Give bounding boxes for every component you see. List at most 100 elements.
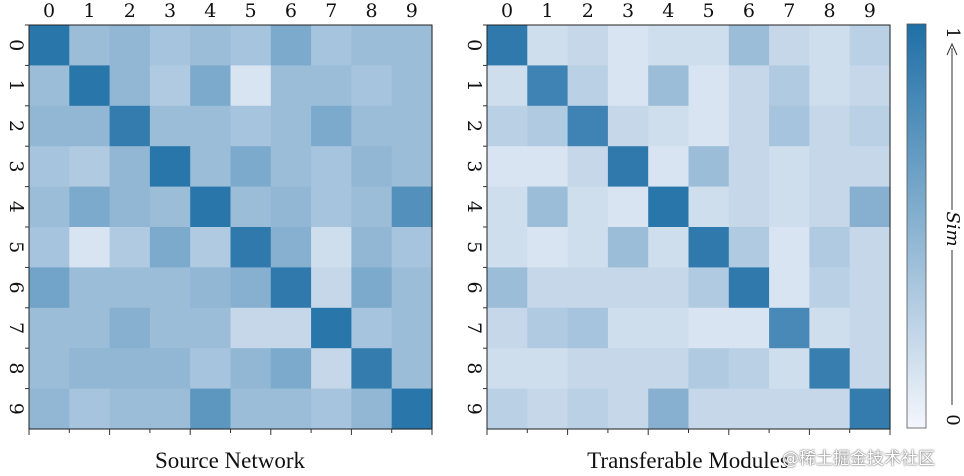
heatmap-cell bbox=[527, 25, 569, 66]
heatmap-cell bbox=[109, 307, 151, 349]
heatmap-cell bbox=[270, 267, 312, 309]
heatmap-cell bbox=[769, 25, 810, 66]
heatmap-cell bbox=[29, 105, 70, 147]
heatmap-cells bbox=[29, 25, 433, 430]
heatmap-cell bbox=[809, 348, 851, 390]
y-tick-label: 2 bbox=[5, 120, 27, 132]
heatmap-cell bbox=[567, 388, 609, 430]
y-tick-label: 2 bbox=[463, 120, 485, 132]
heatmap-cell bbox=[391, 65, 433, 107]
heatmap-cell bbox=[769, 388, 810, 430]
heatmap-cell bbox=[351, 25, 393, 66]
heatmap-cell bbox=[769, 186, 810, 228]
y-tick-label: 6 bbox=[5, 282, 27, 294]
heatmap-cell bbox=[391, 348, 433, 390]
heatmap-cell bbox=[849, 227, 891, 268]
heatmap-cell bbox=[607, 227, 649, 268]
bottom-ticks bbox=[28, 429, 433, 435]
heatmap-cell bbox=[769, 307, 810, 349]
heatmap-cell bbox=[190, 348, 232, 390]
heatmap-cell bbox=[809, 65, 851, 107]
y-tick-label: 4 bbox=[5, 201, 27, 213]
heatmap-cell bbox=[230, 186, 272, 228]
bottom-ticks bbox=[486, 429, 891, 435]
heatmap-source-network: 0 1 2 3 4 5 6 7 8 9 0 1 2 3 4 5 6 7 8 9 Source Network bbox=[5, 0, 433, 473]
heatmap-cell bbox=[567, 348, 609, 390]
heatmap-cell bbox=[311, 348, 352, 390]
x-tick-label: 5 bbox=[245, 0, 257, 22]
heatmap-cell bbox=[270, 227, 312, 268]
heatmap-cell bbox=[527, 146, 569, 188]
heatmap-cell bbox=[849, 348, 891, 390]
x-tick-label: 3 bbox=[164, 0, 176, 22]
heatmap-cell bbox=[809, 186, 851, 228]
heatmap-cell bbox=[190, 25, 232, 66]
heatmap-cell bbox=[190, 105, 232, 147]
x-tick-label: 8 bbox=[823, 0, 835, 22]
heatmap-cell bbox=[567, 25, 609, 66]
colorbar-gradient bbox=[906, 23, 927, 429]
heatmap-cell bbox=[351, 65, 393, 107]
heatmap-cell bbox=[351, 186, 393, 228]
y-tick-label: 9 bbox=[5, 403, 27, 415]
heatmap-cell bbox=[769, 227, 810, 268]
heatmap-cell bbox=[270, 146, 312, 188]
heatmap-cell bbox=[69, 227, 111, 268]
heatmap-cell bbox=[149, 105, 191, 147]
y-tick-label: 7 bbox=[5, 322, 27, 334]
panel-title-transferable-modules: Transferable Modules bbox=[587, 448, 789, 473]
heatmap-cell bbox=[311, 146, 352, 188]
heatmap-cell bbox=[849, 105, 891, 147]
heatmap-cell bbox=[190, 146, 232, 188]
heatmap-cell bbox=[688, 267, 730, 309]
heatmap-cell bbox=[487, 348, 528, 390]
heatmap-cell bbox=[69, 388, 111, 430]
heatmap-cell bbox=[230, 267, 272, 309]
heatmap-cell bbox=[809, 227, 851, 268]
heatmap-cell bbox=[29, 146, 70, 188]
heatmap-cell bbox=[109, 267, 151, 309]
y-tick-label: 9 bbox=[463, 403, 485, 415]
y-ticks: 0 1 2 3 4 5 6 7 8 9 bbox=[463, 24, 487, 415]
heatmap-cell bbox=[351, 307, 393, 349]
heatmap-cell bbox=[567, 65, 609, 107]
heatmap-cell bbox=[567, 307, 609, 349]
heatmap-cell bbox=[109, 186, 151, 228]
heatmap-cell bbox=[487, 186, 528, 228]
x-tick-label: 6 bbox=[743, 0, 755, 22]
heatmap-cell bbox=[607, 348, 649, 390]
heatmap-cell bbox=[527, 186, 569, 228]
heatmap-cell bbox=[849, 146, 891, 188]
heatmap-cell bbox=[230, 348, 272, 390]
heatmap-cell bbox=[728, 227, 770, 268]
x-tick-label: 8 bbox=[365, 0, 377, 22]
heatmap-cell bbox=[69, 307, 111, 349]
x-tick-label: 4 bbox=[662, 0, 674, 22]
heatmap-cell bbox=[391, 186, 433, 228]
heatmap-cell bbox=[487, 307, 528, 349]
heatmap-cell bbox=[769, 105, 810, 147]
heatmap-cell bbox=[849, 25, 891, 66]
x-tick-label: 7 bbox=[325, 0, 337, 22]
heatmap-cell bbox=[311, 388, 352, 430]
heatmap-cell bbox=[849, 307, 891, 349]
heatmap-cell bbox=[849, 267, 891, 309]
y-tick-label: 1 bbox=[5, 80, 27, 92]
heatmap-cell bbox=[728, 146, 770, 188]
x-tick-label: 9 bbox=[406, 0, 418, 22]
heatmap-cell bbox=[391, 267, 433, 309]
heatmap-cell bbox=[230, 105, 272, 147]
heatmap-cell bbox=[29, 388, 70, 430]
y-tick-label: 8 bbox=[463, 362, 485, 374]
heatmap-cell bbox=[648, 65, 690, 107]
heatmap-cell bbox=[29, 307, 70, 349]
heatmap-cell bbox=[311, 267, 352, 309]
heatmap-cell bbox=[69, 25, 111, 66]
heatmap-cell bbox=[567, 105, 609, 147]
heatmap-cell bbox=[149, 25, 191, 66]
heatmap-cell bbox=[311, 186, 352, 228]
heatmap-cell bbox=[728, 388, 770, 430]
heatmap-cell bbox=[849, 65, 891, 107]
heatmap-cell bbox=[391, 105, 433, 147]
